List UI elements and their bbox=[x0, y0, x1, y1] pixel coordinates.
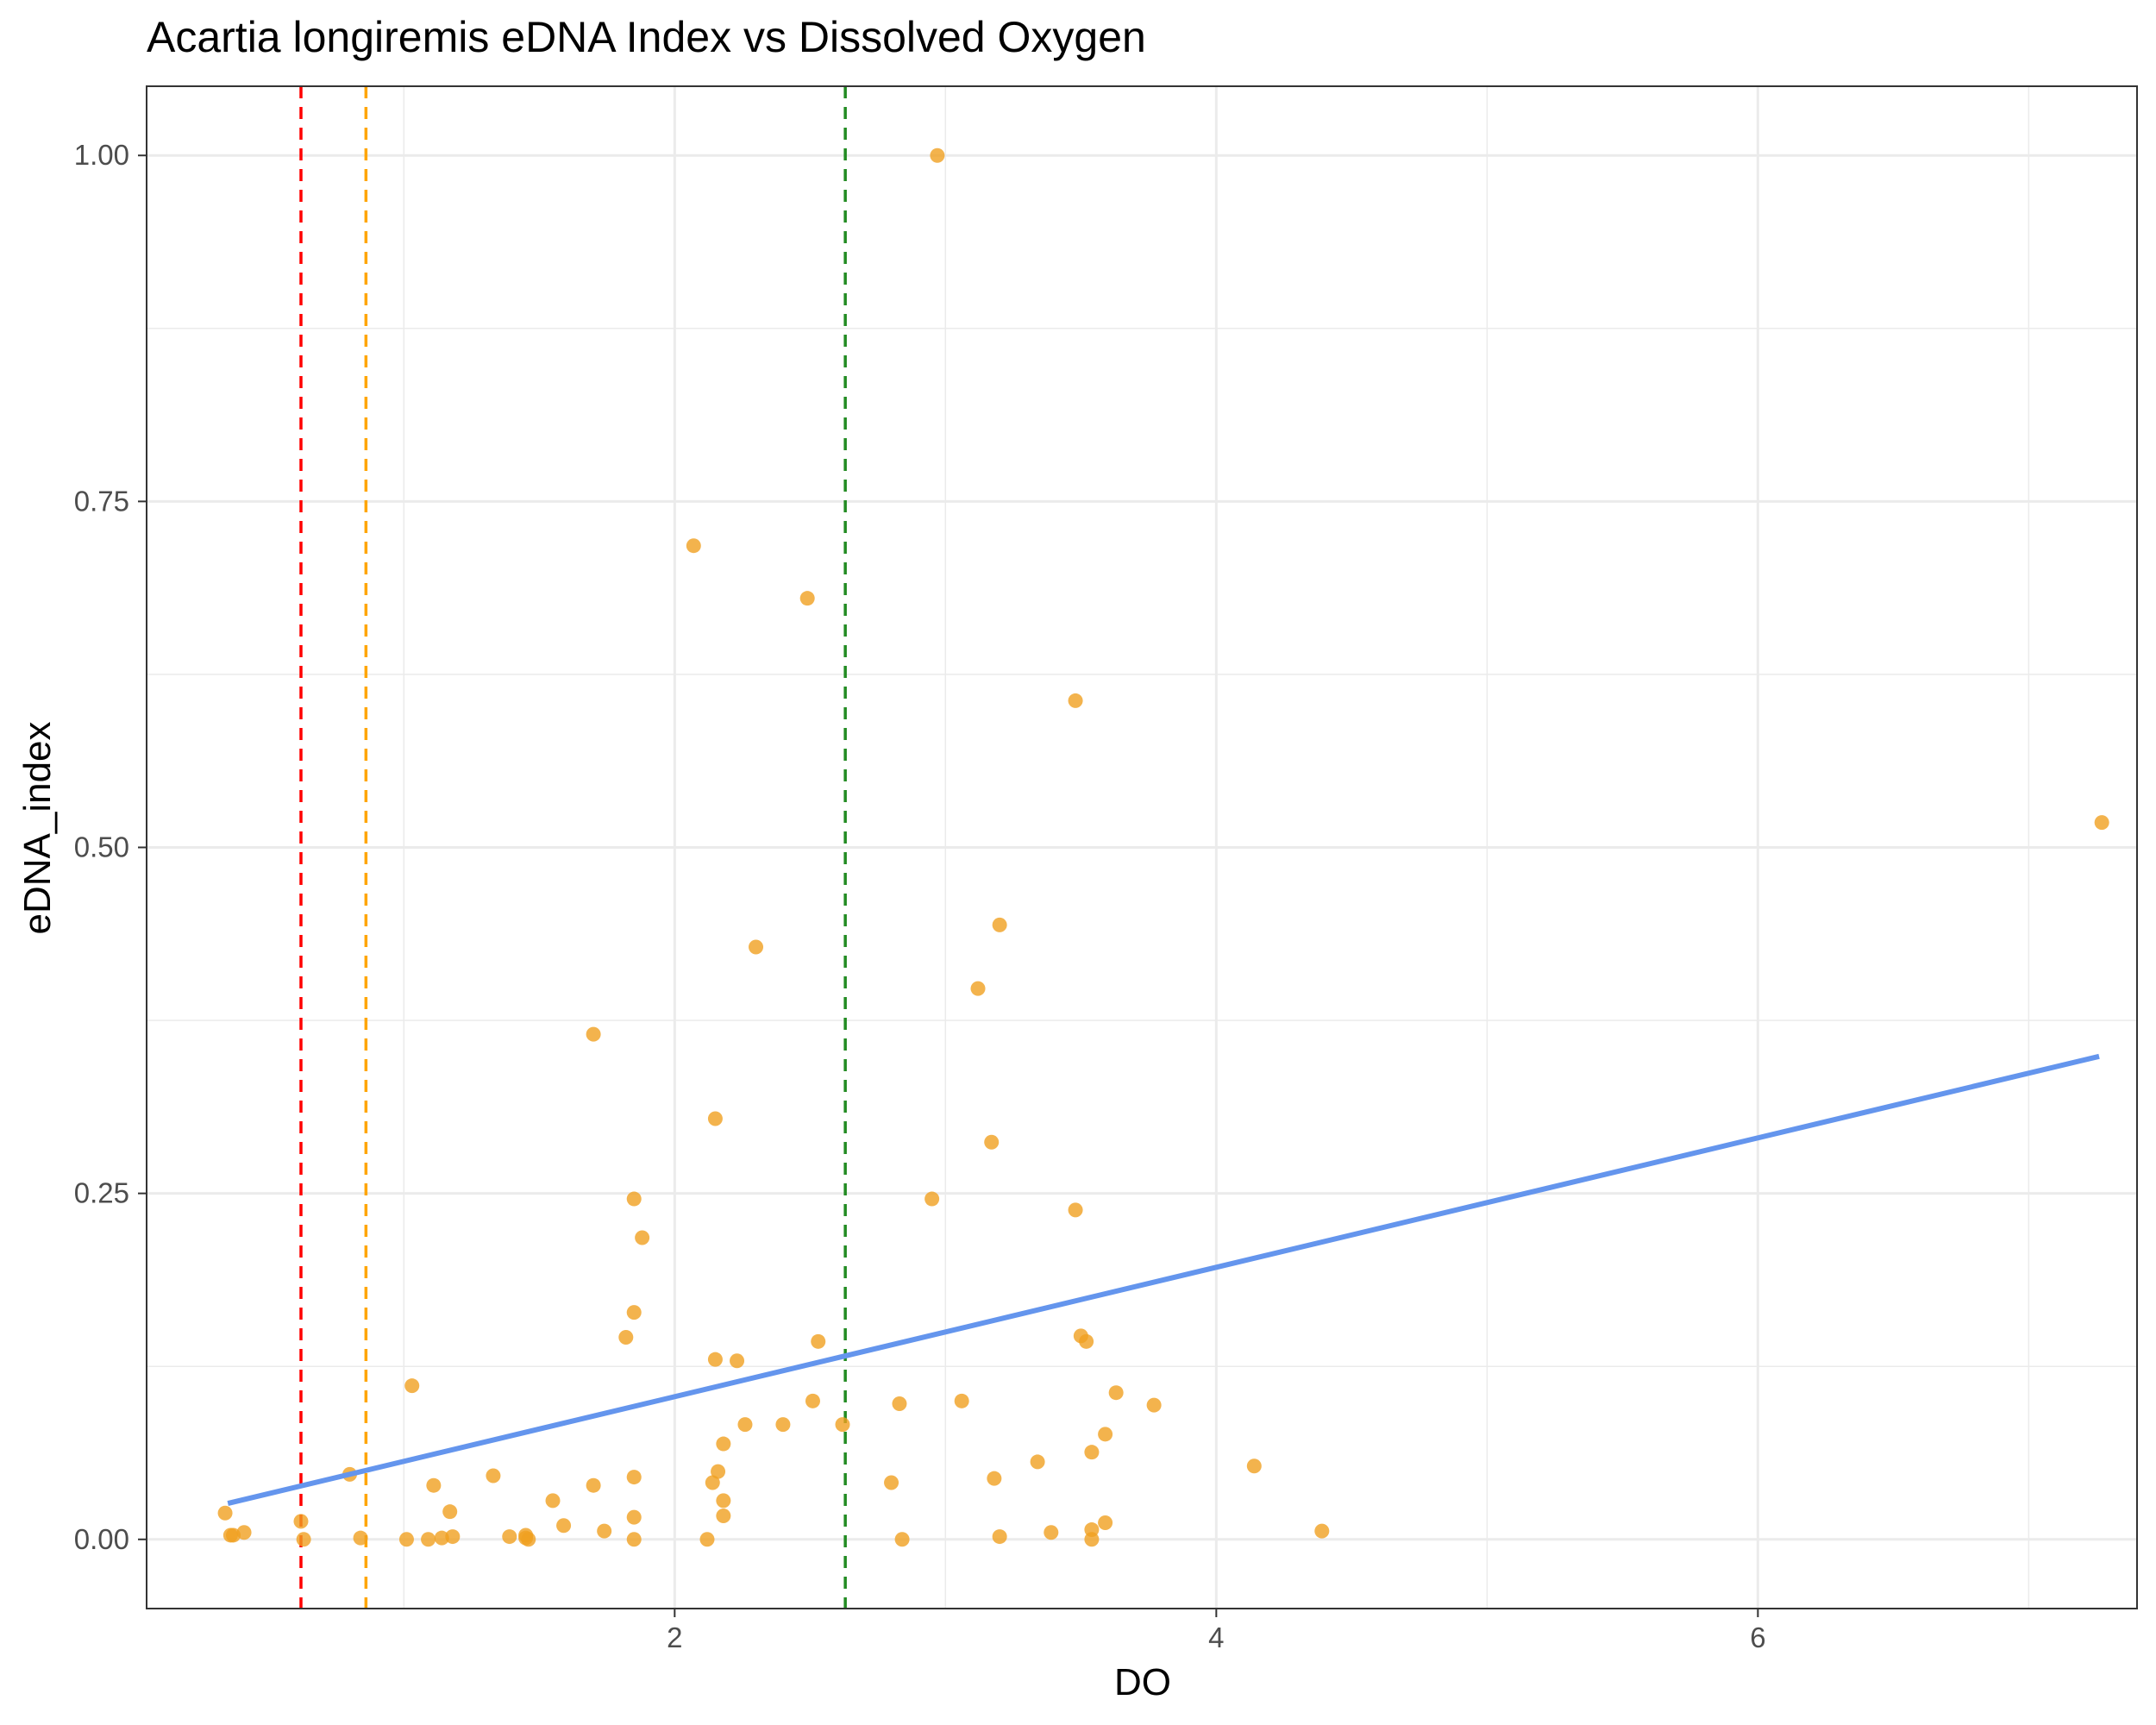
data-point bbox=[502, 1529, 517, 1545]
data-point bbox=[707, 1111, 723, 1126]
x-tick-label: 6 bbox=[1750, 1622, 1765, 1653]
data-point bbox=[716, 1436, 731, 1452]
data-point bbox=[835, 1417, 850, 1433]
data-point bbox=[635, 1230, 650, 1245]
data-point bbox=[799, 591, 815, 606]
data-point bbox=[1098, 1515, 1113, 1531]
y-tick-label: 1.00 bbox=[74, 139, 129, 171]
data-point bbox=[586, 1477, 601, 1493]
x-tick-label: 2 bbox=[667, 1622, 682, 1653]
data-point bbox=[521, 1532, 536, 1547]
data-point bbox=[618, 1330, 634, 1346]
data-point bbox=[730, 1353, 745, 1369]
data-point bbox=[626, 1470, 642, 1485]
data-point bbox=[954, 1393, 969, 1408]
data-point bbox=[716, 1493, 731, 1509]
data-point bbox=[353, 1530, 368, 1546]
data-point bbox=[1084, 1532, 1100, 1547]
data-point bbox=[545, 1493, 561, 1509]
data-point bbox=[626, 1305, 642, 1320]
data-point bbox=[924, 1191, 940, 1207]
trend-line-group bbox=[227, 1053, 2100, 1506]
scatter-points bbox=[217, 147, 2109, 1547]
data-point bbox=[626, 1509, 642, 1525]
data-point bbox=[811, 1333, 826, 1349]
data-point bbox=[686, 538, 701, 554]
y-axis-title: eDNA_index bbox=[16, 721, 59, 934]
data-point bbox=[1108, 1385, 1124, 1401]
data-point bbox=[442, 1504, 458, 1520]
trend-line bbox=[227, 1053, 2100, 1506]
data-point bbox=[894, 1532, 910, 1547]
x-axis-title: DO bbox=[1114, 1661, 1171, 1703]
data-point bbox=[716, 1508, 731, 1523]
data-point bbox=[222, 1527, 238, 1543]
data-point bbox=[293, 1514, 309, 1529]
data-point bbox=[711, 1464, 726, 1479]
data-point bbox=[404, 1378, 420, 1394]
data-point bbox=[296, 1532, 311, 1547]
data-point bbox=[984, 1134, 1000, 1150]
data-point bbox=[737, 1417, 753, 1433]
data-point bbox=[1146, 1397, 1162, 1413]
data-point bbox=[705, 1475, 720, 1490]
y-tick-label: 0.25 bbox=[74, 1177, 129, 1209]
data-point bbox=[775, 1417, 791, 1433]
data-point bbox=[699, 1532, 715, 1547]
data-point bbox=[421, 1532, 436, 1547]
data-point bbox=[707, 1352, 723, 1367]
data-point bbox=[805, 1393, 820, 1408]
data-point bbox=[930, 147, 945, 163]
data-point bbox=[486, 1468, 501, 1484]
data-point bbox=[586, 1026, 601, 1042]
x-axis-ticks: 2 4 6 bbox=[667, 1609, 1766, 1653]
y-tick-label: 0.50 bbox=[74, 831, 129, 863]
y-tick-label: 0.00 bbox=[74, 1523, 129, 1555]
data-point bbox=[217, 1505, 233, 1521]
data-point bbox=[1246, 1458, 1262, 1474]
data-point bbox=[1030, 1454, 1045, 1470]
data-point bbox=[426, 1477, 442, 1493]
data-point bbox=[1068, 693, 1083, 708]
data-point bbox=[434, 1530, 449, 1546]
data-point bbox=[987, 1471, 1002, 1486]
data-point bbox=[749, 939, 764, 955]
data-point bbox=[992, 917, 1007, 932]
data-point bbox=[626, 1532, 642, 1547]
data-point bbox=[597, 1523, 612, 1539]
data-point bbox=[1098, 1427, 1113, 1442]
data-point bbox=[1079, 1333, 1094, 1349]
data-point bbox=[556, 1518, 572, 1534]
data-point bbox=[1068, 1202, 1083, 1218]
data-point bbox=[992, 1529, 1007, 1545]
y-tick-label: 0.75 bbox=[74, 485, 129, 517]
data-point bbox=[398, 1532, 414, 1547]
x-tick-label: 4 bbox=[1208, 1622, 1224, 1653]
y-axis-ticks: 0.00 0.25 0.50 0.75 1.00 bbox=[74, 139, 147, 1555]
data-point bbox=[1044, 1525, 1059, 1540]
data-point bbox=[2094, 815, 2109, 831]
data-point bbox=[970, 981, 986, 996]
chart-title: Acartia longiremis eDNA Index vs Dissolv… bbox=[147, 13, 1146, 61]
data-point bbox=[445, 1529, 461, 1545]
data-point bbox=[884, 1475, 899, 1490]
data-point bbox=[1314, 1523, 1330, 1539]
gridlines bbox=[147, 86, 2137, 1609]
data-point bbox=[626, 1191, 642, 1207]
data-point bbox=[1084, 1445, 1100, 1460]
data-point bbox=[892, 1396, 907, 1412]
